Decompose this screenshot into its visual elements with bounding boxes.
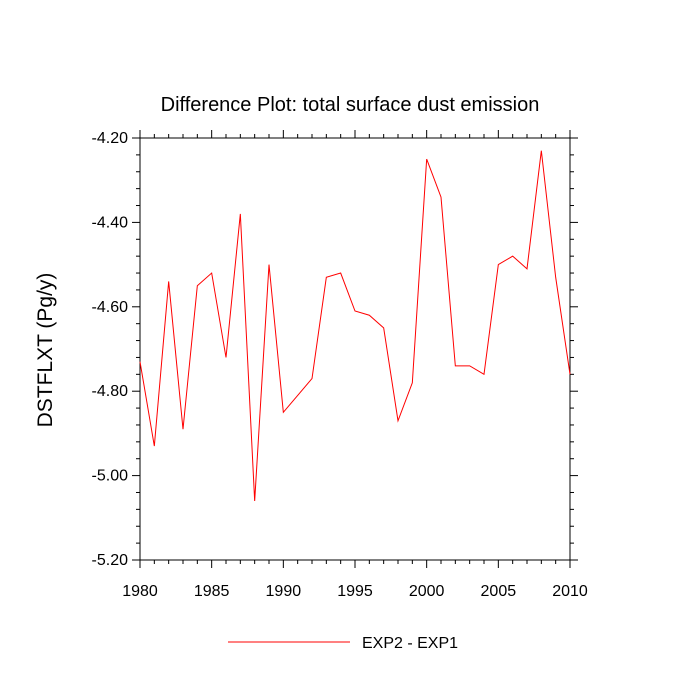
y-tick-label: -5.00 bbox=[92, 468, 129, 485]
x-tick-label: 1985 bbox=[194, 583, 230, 600]
y-tick-label: -5.20 bbox=[92, 552, 129, 569]
x-tick-label: 1980 bbox=[122, 583, 158, 600]
x-tick-label: 2005 bbox=[481, 583, 517, 600]
x-tick-label: 2010 bbox=[552, 583, 588, 600]
axes: -5.20 -5.00 -4.80 -4.60 -4.40 -4.20 1980 1985 19… bbox=[92, 130, 588, 600]
y-axis-label: DSTFLXT (Pg/y) bbox=[34, 273, 57, 428]
series-line bbox=[139, 150, 571, 501]
legend: EXP2 - EXP1 bbox=[228, 635, 458, 652]
plot-frame bbox=[139, 137, 571, 561]
series-layer bbox=[139, 150, 571, 501]
y-tick-label: -4.60 bbox=[92, 299, 129, 316]
legend-label: EXP2 - EXP1 bbox=[362, 635, 458, 652]
x-tick-label: 1995 bbox=[337, 583, 373, 600]
y-tick-label: -4.80 bbox=[92, 383, 129, 400]
x-tick-label: 2000 bbox=[409, 583, 445, 600]
y-tick-label: -4.20 bbox=[92, 130, 129, 147]
x-tick-label: 1990 bbox=[266, 583, 302, 600]
y-tick-label: -4.40 bbox=[92, 214, 129, 231]
chart-title: Difference Plot: total surface dust emis… bbox=[161, 94, 540, 116]
